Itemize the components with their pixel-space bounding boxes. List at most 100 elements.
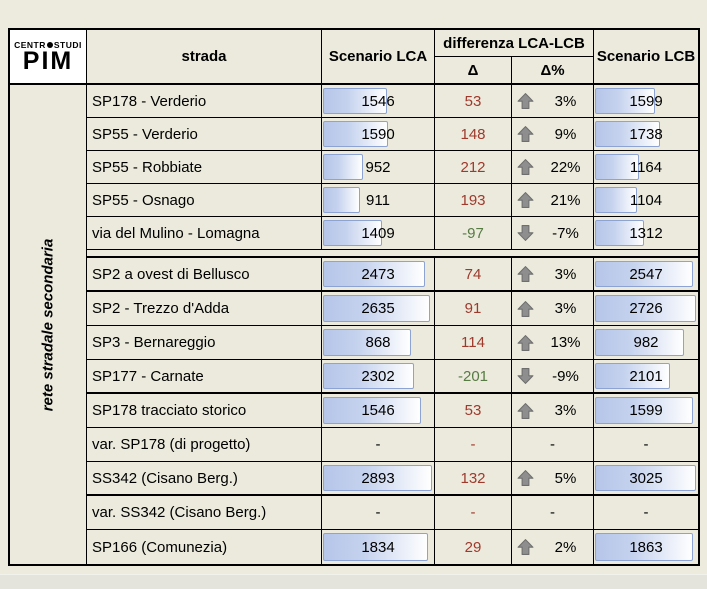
row-group-label-text: rete stradale secondaria (39, 238, 57, 411)
scenario-lca-cell: - (322, 496, 435, 530)
road-name: SP2 - Trezzo d'Adda (92, 300, 230, 317)
delta-pct-cell: 2% (512, 530, 594, 564)
road-name: SP3 - Bernareggio (92, 334, 216, 351)
cell-value: 952 (365, 158, 391, 176)
delta-pct-cell: -7% (512, 217, 594, 250)
delta-pct-value: -9% (552, 367, 579, 385)
delta-pct-cell: - (512, 428, 594, 462)
delta-pct-cell: 22% (512, 151, 594, 184)
delta-pct-value: -7% (552, 224, 579, 242)
data-bar (323, 261, 426, 287)
delta-value: 74 (464, 265, 482, 283)
delta-cell: 148 (435, 118, 512, 151)
pim-logo: CENTR STUDI PIM (10, 30, 87, 85)
cell-value: 1599 (629, 92, 663, 110)
traffic-comparison-table: CENTR STUDI PIM strada Scenario LCA diff… (8, 28, 700, 566)
cell-value: 1164 (629, 158, 663, 176)
delta-value: 132 (460, 469, 486, 487)
data-bar (595, 533, 693, 561)
logo-dot-icon (46, 42, 53, 49)
delta-pct-value: 3% (554, 402, 577, 419)
column-header-delta-pct: Δ% (540, 61, 565, 79)
scenario-lcb-cell: 3025 (594, 462, 698, 496)
delta-pct-value: - (550, 436, 555, 453)
data-bar (595, 187, 637, 213)
cell-value: 982 (633, 334, 659, 351)
delta-cell: 74 (435, 258, 512, 292)
up-arrow-icon (517, 539, 534, 556)
scenario-lca-cell: 2635 (322, 292, 435, 326)
data-bar (595, 121, 660, 147)
scenario-lcb-cell: 1104 (594, 184, 698, 217)
road-name-cell: SP166 (Comunezia) (87, 530, 322, 564)
cell-value: 1104 (629, 191, 663, 209)
delta-pct-cell: -9% (512, 360, 594, 394)
cell-value: - (375, 436, 381, 453)
road-name-cell: via del Mulino - Lomagna (87, 217, 322, 250)
delta-value: 53 (464, 402, 482, 419)
cell-value: 2302 (361, 367, 395, 385)
road-name: SP55 - Osnago (92, 191, 195, 209)
data-bar (323, 295, 430, 322)
scenario-lcb-cell: 1738 (594, 118, 698, 151)
delta-cell: 193 (435, 184, 512, 217)
delta-cell: 132 (435, 462, 512, 496)
block-separator (87, 250, 698, 258)
delta-value: -201 (457, 367, 489, 385)
scenario-lca-cell: 2302 (322, 360, 435, 394)
scenario-lca-cell: 2473 (322, 258, 435, 292)
road-name: var. SS342 (Cisano Berg.) (92, 504, 267, 521)
delta-pct-value: 5% (554, 469, 577, 487)
delta-value: 114 (461, 334, 485, 351)
up-arrow-icon (517, 334, 534, 351)
road-name-cell: SP178 tracciato storico (87, 394, 322, 428)
down-arrow-icon (517, 368, 534, 385)
row-group-label: rete stradale secondaria (10, 85, 87, 564)
cell-value: 2635 (361, 300, 395, 317)
scenario-lca-cell: 1834 (322, 530, 435, 564)
cell-value: 2101 (629, 367, 663, 385)
data-bar (323, 397, 421, 424)
delta-pct-cell: 3% (512, 258, 594, 292)
delta-pct-value: 22% (550, 158, 581, 176)
delta-pct-cell: - (512, 496, 594, 530)
road-name: via del Mulino - Lomagna (92, 224, 260, 242)
column-header-delta: Δ (435, 57, 512, 83)
delta-value: 148 (460, 125, 486, 143)
scenario-lcb-cell: 2726 (594, 292, 698, 326)
delta-pct-cell: 13% (512, 326, 594, 360)
cell-value: - (375, 504, 381, 521)
up-arrow-icon (517, 300, 534, 317)
road-name-cell: var. SP178 (di progetto) (87, 428, 322, 462)
differenza-subheaders: Δ Δ% (435, 57, 593, 83)
data-bar (595, 88, 656, 114)
scenario-lca-cell: 1409 (322, 217, 435, 250)
delta-cell: 53 (435, 85, 512, 118)
road-name: SP55 - Robbiate (92, 158, 203, 176)
cell-value: 868 (365, 334, 391, 351)
scenario-lcb-cell: 1312 (594, 217, 698, 250)
road-name-cell: SP178 - Verderio (87, 85, 322, 118)
delta-pct-value: 13% (550, 334, 581, 351)
cell-value: 1834 (361, 538, 395, 556)
road-name: SP178 - Verderio (92, 92, 207, 110)
road-name-cell: SS342 (Cisano Berg.) (87, 462, 322, 496)
cell-value: 1863 (629, 538, 663, 556)
data-bar (595, 397, 693, 424)
cell-value: 2473 (361, 265, 395, 283)
cell-value: 2726 (629, 300, 663, 317)
scenario-lcb-cell: - (594, 428, 698, 462)
up-arrow-icon (517, 402, 534, 419)
data-bar (323, 465, 432, 491)
cell-value: 1546 (361, 92, 395, 110)
data-bar (323, 363, 415, 389)
road-name-cell: SP55 - Verderio (87, 118, 322, 151)
data-bar (595, 465, 696, 491)
scenario-lcb-cell: - (594, 496, 698, 530)
cell-value: 1738 (629, 125, 663, 143)
delta-value: 29 (464, 538, 482, 556)
scenario-lcb-cell: 2547 (594, 258, 698, 292)
data-bar (595, 154, 639, 180)
road-name: var. SP178 (di progetto) (92, 436, 251, 453)
delta-cell: -97 (435, 217, 512, 250)
